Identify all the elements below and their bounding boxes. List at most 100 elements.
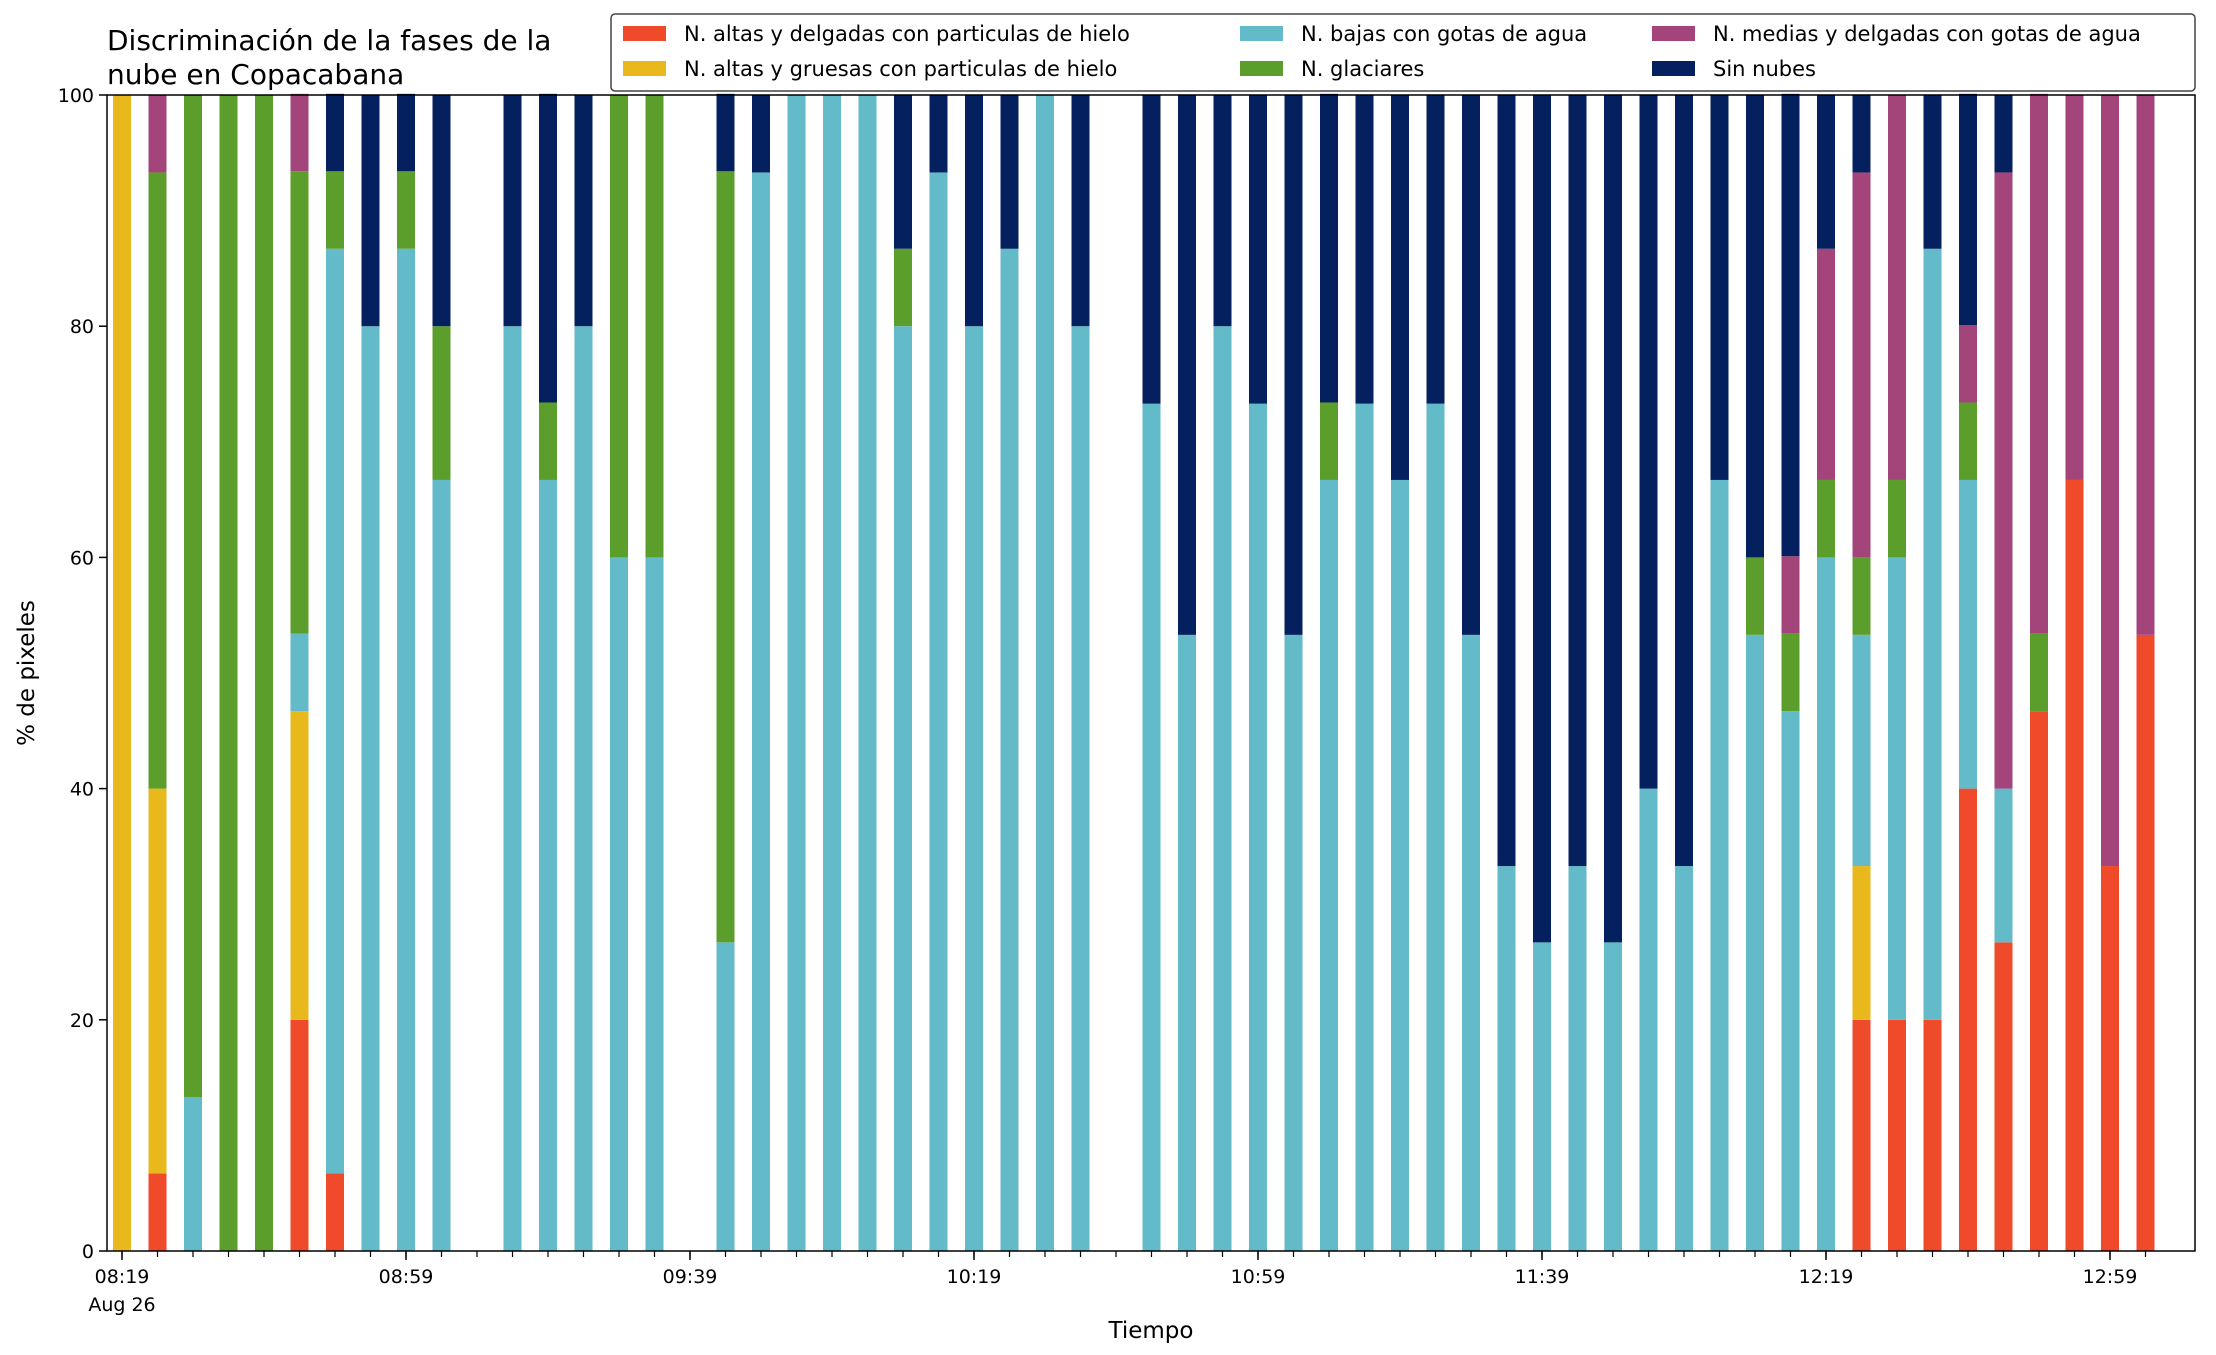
bar-segment-sin_nubes — [1000, 95, 1019, 249]
bar-segment-sin_nubes — [1355, 95, 1374, 404]
legend-label-glaciares: N. glaciares — [1301, 57, 1424, 81]
bar-segment-glaciares — [894, 248, 912, 327]
bar-segment-altas_delgadas — [2065, 479, 2084, 1251]
bar-segment-bajas — [184, 1097, 202, 1251]
bar-segment-bajas — [574, 326, 593, 1251]
bar-segment-altas_delgadas — [2136, 634, 2155, 1251]
bar-segment-glaciares — [397, 171, 415, 249]
bar-segment-sin_nubes — [1639, 95, 1658, 789]
bar-segment-altas_delgadas — [1923, 1019, 1942, 1251]
x-tick-date-label: Aug 26 — [88, 1294, 155, 1316]
bar-segment-bajas — [1817, 557, 1835, 1251]
bar-segment-glaciares — [1888, 479, 1906, 558]
legend-label-sin_nubes: Sin nubes — [1713, 57, 1816, 81]
bar-segment-sin_nubes — [1710, 95, 1729, 480]
bar-segment-bajas — [858, 95, 877, 1251]
bar-segment-bajas — [752, 172, 770, 1252]
bar-segment-sin_nubes — [1213, 95, 1232, 327]
bar-segment-sin_nubes — [1178, 95, 1196, 635]
bar-segment-medias — [1852, 172, 1871, 558]
bar-segment-bajas — [539, 479, 557, 1251]
bar-segment-bajas — [1746, 634, 1764, 1251]
bar-segment-sin_nubes — [1852, 95, 1871, 173]
bar-segment-glaciares — [184, 95, 202, 1098]
legend-swatch-sin_nubes — [1652, 61, 1695, 76]
y-tick-label: 40 — [70, 779, 94, 801]
bar-segment-bajas — [1462, 634, 1480, 1251]
x-tick-label: 10:59 — [1231, 1266, 1286, 1288]
bar-segment-sin_nubes — [1462, 95, 1480, 635]
bar-segment-altas_gruesas — [290, 711, 309, 1020]
bar-segment-sin_nubes — [752, 95, 770, 173]
bar-segment-sin_nubes — [1994, 95, 2013, 173]
bar-segment-bajas — [1284, 634, 1303, 1251]
bar-segment-glaciares — [1817, 479, 1835, 558]
bar-segment-glaciares — [716, 171, 735, 943]
x-tick-label: 12:19 — [1799, 1266, 1854, 1288]
legend-swatch-bajas — [1240, 26, 1283, 41]
bar-segment-medias — [2065, 95, 2084, 480]
legend: N. altas y delgadas con particulas de hi… — [610, 13, 2196, 92]
y-tick-label: 80 — [70, 316, 94, 338]
bar-segment-altas_delgadas — [2101, 866, 2119, 1251]
bar-segment-altas_delgadas — [2030, 711, 2048, 1251]
bar-segment-sin_nubes — [1675, 95, 1693, 867]
bar-segment-altas_delgadas — [1888, 1019, 1906, 1251]
bar-segment-bajas — [1568, 866, 1587, 1251]
bar-segment-bajas — [503, 326, 522, 1251]
bar-segment-sin_nubes — [1320, 93, 1338, 403]
bar-segment-glaciares — [148, 172, 167, 789]
x-tick-label: 12:59 — [2083, 1266, 2138, 1288]
bar-segment-bajas — [1213, 326, 1232, 1251]
legend-swatch-altas_gruesas — [623, 61, 666, 76]
bar-segment-glaciares — [432, 326, 451, 480]
bar-segment-bajas — [1852, 634, 1871, 867]
bar-segment-bajas — [1675, 866, 1693, 1251]
x-tick-label: 08:59 — [379, 1266, 434, 1288]
bar-segment-medias — [1817, 248, 1835, 480]
bar-segment-medias — [2101, 95, 2119, 867]
bar-segment-sin_nubes — [539, 93, 557, 403]
bar-segment-bajas — [894, 326, 912, 1251]
legend-label-altas_gruesas: N. altas y gruesas con particulas de hie… — [684, 57, 1117, 81]
bar-segment-glaciares — [1320, 402, 1338, 480]
bar-segment-bajas — [1355, 403, 1374, 1251]
bar-segment-sin_nubes — [1533, 95, 1551, 943]
bar-segment-sin_nubes — [432, 95, 451, 327]
bar-segment-bajas — [1426, 403, 1445, 1251]
y-tick-label: 60 — [70, 547, 94, 569]
bar-segment-glaciares — [1781, 633, 1800, 712]
bar-segment-sin_nubes — [1249, 95, 1267, 404]
x-tick-label: 10:19 — [947, 1266, 1002, 1288]
bar-segment-bajas — [1888, 557, 1906, 1020]
bar-segment-bajas — [1781, 711, 1800, 1251]
legend-label-altas_delgadas: N. altas y delgadas con particulas de hi… — [684, 22, 1130, 46]
bar-segment-bajas — [823, 95, 841, 1251]
bar-segment-sin_nubes — [1142, 95, 1161, 404]
bar-segment-sin_nubes — [1391, 95, 1409, 480]
bar-segment-sin_nubes — [1426, 95, 1445, 404]
bar-segment-sin_nubes — [1746, 95, 1764, 558]
bar-segment-glaciares — [645, 95, 664, 558]
bar-segment-bajas — [1959, 479, 1977, 789]
bar-segment-glaciares — [539, 402, 557, 480]
bar-segment-sin_nubes — [1817, 95, 1835, 249]
legend-frame — [610, 13, 2196, 92]
bar-segment-medias — [1959, 325, 1977, 403]
bar-segment-glaciares — [255, 95, 273, 1251]
bar-segment-bajas — [1178, 634, 1196, 1251]
bar-segment-bajas — [1000, 248, 1019, 1251]
bar-segment-bajas — [361, 326, 380, 1251]
bar-segment-bajas — [610, 557, 628, 1251]
chart-title-line: nube en Copacabana — [107, 58, 404, 91]
bar-segment-sin_nubes — [1568, 95, 1587, 867]
legend-label-medias: N. medias y delgadas con gotas de agua — [1713, 22, 2141, 46]
bar-segment-bajas — [645, 557, 664, 1251]
bar-segment-bajas — [1604, 942, 1622, 1251]
y-tick-label: 100 — [58, 85, 94, 107]
bar-segment-sin_nubes — [1284, 95, 1303, 635]
bar-segment-glaciares — [326, 171, 344, 249]
legend-swatch-medias — [1652, 26, 1695, 41]
bar-segment-glaciares — [1959, 402, 1977, 480]
